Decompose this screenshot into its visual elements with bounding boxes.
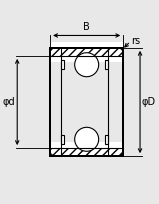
- Bar: [50, 48, 123, 56]
- Text: φd: φd: [3, 97, 15, 107]
- Circle shape: [75, 53, 99, 77]
- Bar: [105, 135, 108, 144]
- Bar: [50, 148, 123, 156]
- Text: φD: φD: [142, 97, 156, 107]
- Circle shape: [75, 127, 99, 151]
- Bar: [50, 42, 123, 62]
- Bar: [61, 48, 108, 56]
- Bar: [50, 142, 123, 156]
- Bar: [61, 148, 108, 156]
- Text: rs: rs: [131, 36, 140, 46]
- Bar: [61, 60, 64, 69]
- Bar: [61, 135, 64, 144]
- Bar: [105, 60, 108, 69]
- Text: B: B: [83, 22, 90, 32]
